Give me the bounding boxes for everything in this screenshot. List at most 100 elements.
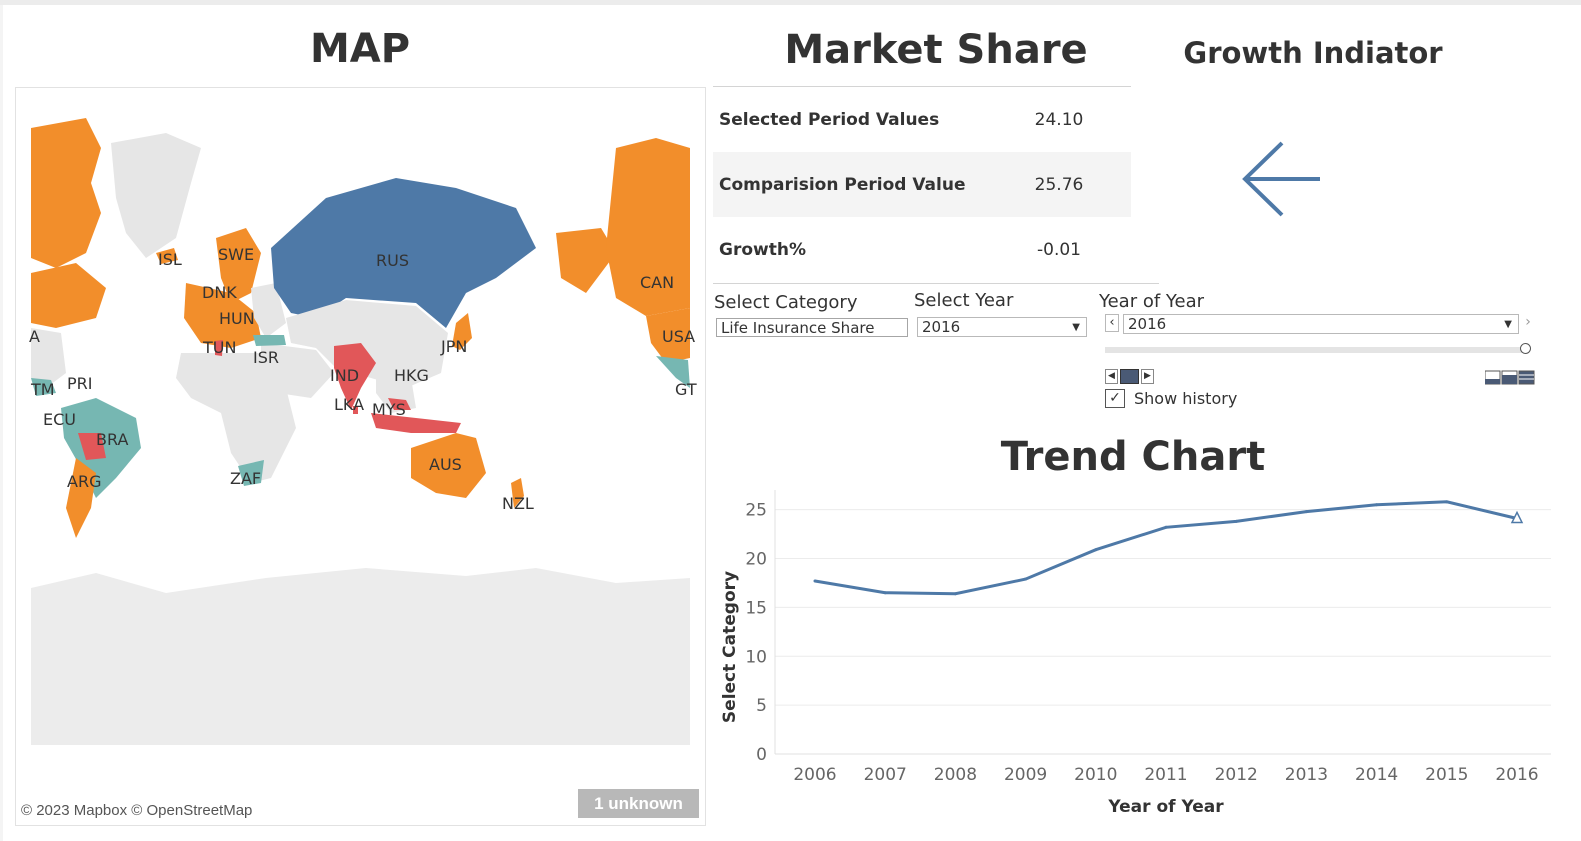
usa-left-shape[interactable] xyxy=(31,263,106,328)
tunisia-shape[interactable] xyxy=(215,340,223,356)
category-field[interactable]: Life Insurance Share xyxy=(716,318,908,337)
map-label-gt: GT xyxy=(675,380,697,399)
argentina-shape[interactable] xyxy=(66,458,96,538)
india-shape[interactable] xyxy=(334,343,376,410)
y-tick-label: 0 xyxy=(756,745,767,765)
step-back-icon[interactable]: ◀ xyxy=(1105,369,1118,384)
ms-row-growth[interactable]: Growth% -0.01 xyxy=(713,217,1131,282)
ms-row-selected-period[interactable]: Selected Period Values 24.10 xyxy=(713,87,1131,152)
show-history-checkbox[interactable]: ✓ xyxy=(1105,389,1125,408)
malaysia-shape[interactable] xyxy=(388,398,411,410)
x-axis-title: Year of Year xyxy=(1107,797,1224,817)
japan-shape[interactable] xyxy=(452,313,472,350)
map-label-isl: ISL xyxy=(158,250,182,269)
map-label-a: A xyxy=(29,327,40,346)
x-tick-label: 2006 xyxy=(793,765,836,785)
next-icon[interactable]: › xyxy=(1525,314,1531,330)
africa-shape[interactable] xyxy=(176,353,296,483)
x-tick-label: 2007 xyxy=(864,765,907,785)
year-slider-thumb[interactable] xyxy=(1520,343,1531,354)
year-slider-track[interactable] xyxy=(1105,347,1525,353)
ms-row-label: Selected Period Values xyxy=(719,109,940,130)
europe-west-shape[interactable] xyxy=(184,283,261,348)
map-label-tun: TUN xyxy=(202,338,236,357)
step-forward-icon[interactable]: ▶ xyxy=(1141,369,1154,384)
ms-row-value: -0.01 xyxy=(1037,239,1081,260)
usa-right-shape[interactable] xyxy=(646,308,690,363)
left-arrow-icon[interactable] xyxy=(1238,140,1324,220)
chart-x-ticks: 2006 2007 2008 2009 2010 2011 2012 2013 2014 2015… xyxy=(793,765,1538,785)
map-label-ind: IND xyxy=(330,366,359,385)
data-point[interactable] xyxy=(1445,500,1449,504)
map-label-zaf: ZAF xyxy=(230,469,261,488)
top-strip xyxy=(0,0,1581,5)
world-map[interactable]: ISL SWE RUS CAN USA DNK HUN TUN ISR JPN … xyxy=(15,87,706,826)
russia-shape[interactable] xyxy=(271,178,536,328)
map-label-hun: HUN xyxy=(219,309,255,328)
data-point[interactable] xyxy=(1164,525,1168,529)
mexico-left-shape[interactable] xyxy=(31,378,56,396)
select-category-label: Select Category xyxy=(714,292,858,313)
greenland-shape[interactable] xyxy=(111,133,201,258)
ms-row-comparison-period[interactable]: Comparision Period Value 25.76 xyxy=(713,152,1131,217)
map-attribution[interactable]: © 2023 Mapbox © OpenStreetMap xyxy=(21,802,253,819)
unknown-count-badge[interactable]: 1 unknown xyxy=(578,789,699,818)
data-point[interactable] xyxy=(883,591,887,595)
y-tick-label: 15 xyxy=(745,598,767,618)
year-of-year-label: Year of Year xyxy=(1099,291,1205,312)
data-point[interactable] xyxy=(1234,519,1238,523)
growth-indicator-title: Growth Indiator xyxy=(1183,36,1443,70)
y-tick-label: 25 xyxy=(745,501,767,521)
canada-left-shape[interactable] xyxy=(31,118,101,268)
map-label-mys: MYS xyxy=(372,400,406,419)
mexico-right-shape[interactable] xyxy=(656,356,690,388)
left-edge xyxy=(0,5,3,841)
map-title: MAP xyxy=(309,26,411,72)
alaska-shape[interactable] xyxy=(556,228,616,293)
turkey-shape[interactable] xyxy=(253,335,286,346)
map-canvas[interactable]: ISL SWE RUS CAN USA DNK HUN TUN ISR JPN … xyxy=(16,88,705,825)
map-divider xyxy=(31,745,690,746)
playback-speed-icon[interactable] xyxy=(1485,370,1535,386)
australia-shape[interactable] xyxy=(411,433,486,498)
x-tick-label: 2011 xyxy=(1144,765,1187,785)
market-share-title: Market Share xyxy=(784,27,1088,73)
south-africa-shape[interactable] xyxy=(238,460,264,486)
market-share-table: Selected Period Values 24.10 Comparision… xyxy=(713,86,1131,282)
year-of-year-dropdown[interactable]: 2016 ▼ xyxy=(1123,314,1519,334)
antarctica-shape[interactable] xyxy=(31,568,690,745)
data-point[interactable] xyxy=(1094,548,1098,552)
new-zealand-shape[interactable] xyxy=(511,478,524,508)
market-share-divider xyxy=(713,283,1159,284)
bolivia-shape[interactable] xyxy=(78,433,106,460)
stop-icon[interactable] xyxy=(1120,369,1139,384)
trend-chart-title: Trend Chart xyxy=(1000,434,1266,480)
data-point[interactable] xyxy=(953,592,957,596)
prev-icon[interactable]: ‹ xyxy=(1105,314,1119,332)
asia-shape[interactable] xyxy=(286,300,448,388)
data-point[interactable] xyxy=(1024,577,1028,581)
x-tick-label: 2008 xyxy=(934,765,977,785)
canada-right-shape[interactable] xyxy=(606,138,690,316)
year-dropdown[interactable]: 2016 ▼ xyxy=(917,317,1087,337)
scandinavia-shape[interactable] xyxy=(216,228,261,303)
central-america-left-shape[interactable] xyxy=(31,328,66,388)
x-tick-label: 2009 xyxy=(1004,765,1047,785)
y-axis-title: Select Category xyxy=(720,571,740,723)
map-label-jpn: JPN xyxy=(440,337,467,356)
map-label-ecu: ECU xyxy=(43,410,76,429)
map-label-isr: ISR xyxy=(253,348,279,367)
data-point[interactable] xyxy=(813,579,817,583)
x-tick-label: 2012 xyxy=(1215,765,1258,785)
selected-point-marker[interactable] xyxy=(1510,510,1524,524)
sri-lanka-shape[interactable] xyxy=(353,406,358,414)
x-tick-label: 2015 xyxy=(1425,765,1468,785)
iceland-shape[interactable] xyxy=(156,248,178,264)
indonesia-shape[interactable] xyxy=(371,413,461,433)
chart-points xyxy=(813,500,1524,596)
data-point[interactable] xyxy=(1375,503,1379,507)
map-label-hkg: HKG xyxy=(394,366,429,385)
europe-east-shape[interactable] xyxy=(251,283,286,338)
data-point[interactable] xyxy=(1304,510,1308,514)
